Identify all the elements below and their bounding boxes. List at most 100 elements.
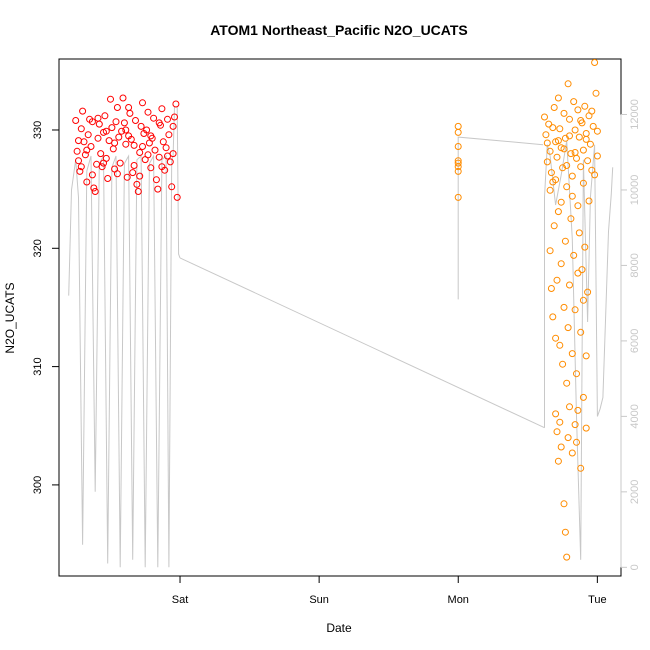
data-point: [557, 260, 565, 268]
data-point: [546, 147, 554, 155]
data-points-layer: [72, 59, 601, 561]
data-point: [579, 393, 587, 401]
data-point: [571, 421, 579, 429]
data-point: [125, 104, 133, 111]
x-axis: Sat Sun Mon Tue: [172, 575, 607, 606]
y-tick-label: 330: [32, 121, 44, 139]
data-point: [579, 146, 587, 154]
data-point: [129, 169, 137, 177]
data-point: [549, 313, 557, 321]
data-point: [98, 163, 106, 171]
data-point: [573, 370, 580, 378]
data-point: [574, 202, 582, 210]
data-point: [143, 126, 151, 134]
data-point: [563, 162, 571, 169]
data-point: [454, 163, 462, 171]
data-point: [546, 186, 554, 194]
data-point: [137, 122, 145, 130]
data-point: [102, 127, 110, 135]
y2-tick-label: 4000: [629, 404, 641, 428]
data-point: [559, 360, 567, 368]
data-point: [593, 127, 601, 135]
data-point: [550, 104, 558, 111]
x-tick-label: Mon: [448, 594, 469, 606]
data-point: [586, 140, 594, 148]
data-point: [577, 163, 585, 171]
altitude-line-layer: [68, 106, 614, 568]
y2-axis: 0 2000 4000 6000 8000 10000 12000: [620, 99, 641, 570]
data-point: [147, 164, 155, 172]
data-point: [563, 379, 571, 387]
y2-tick-label: 6000: [629, 329, 641, 353]
data-point: [574, 106, 582, 114]
y2-tick-label: 0: [629, 564, 641, 570]
data-point: [147, 132, 155, 140]
data-point: [575, 133, 583, 141]
data-point: [556, 341, 564, 349]
data-point: [111, 139, 119, 147]
data-point: [115, 133, 123, 141]
data-point: [116, 159, 124, 167]
data-point: [165, 131, 173, 139]
data-point: [130, 141, 138, 149]
data-point: [559, 164, 567, 172]
data-point: [107, 95, 114, 103]
data-point: [77, 163, 85, 171]
data-point: [579, 296, 587, 304]
data-point: [136, 149, 144, 156]
data-point: [582, 135, 590, 143]
data-point: [162, 144, 170, 152]
data-point: [554, 137, 562, 145]
data-point: [553, 428, 561, 436]
data-point: [75, 157, 82, 165]
data-point: [543, 158, 551, 166]
data-point: [571, 126, 579, 134]
data-point: [133, 180, 141, 188]
data-point: [88, 171, 96, 179]
x-tick-label: Sat: [172, 594, 189, 606]
data-point: [588, 107, 596, 115]
data-point: [454, 193, 462, 201]
data-point: [593, 152, 601, 160]
y2-tick-label: 10000: [629, 175, 641, 206]
data-point: [577, 117, 585, 124]
data-point: [113, 104, 121, 111]
data-point: [132, 117, 139, 124]
data-point: [144, 108, 152, 116]
y-tick-label: 300: [32, 476, 44, 494]
data-point: [150, 114, 158, 122]
data-point: [134, 188, 142, 195]
data-point: [543, 139, 551, 147]
data-point: [568, 350, 576, 358]
data-point: [560, 145, 568, 153]
data-point: [554, 208, 562, 216]
data-point: [139, 143, 146, 150]
data-point: [113, 170, 121, 178]
data-point: [553, 276, 561, 284]
data-point: [171, 113, 178, 121]
data-point: [561, 528, 569, 536]
data-point: [158, 105, 166, 113]
data-point: [546, 247, 554, 255]
data-point: [552, 410, 560, 418]
data-point: [554, 457, 562, 465]
data-point: [84, 131, 92, 139]
data-point: [578, 266, 586, 274]
y-tick-label: 310: [32, 357, 44, 375]
data-point: [136, 172, 144, 180]
data-point: [101, 112, 109, 120]
y2-tick-label: 12000: [629, 99, 641, 130]
data-point: [104, 175, 112, 182]
y2-tick-label: 2000: [629, 480, 641, 504]
y2-tick-label: 8000: [629, 253, 641, 277]
data-point: [88, 118, 96, 126]
data-point: [550, 222, 558, 230]
data-point: [72, 117, 80, 124]
data-point: [563, 183, 571, 191]
data-point: [560, 109, 568, 117]
data-point: [560, 500, 568, 508]
data-point: [566, 281, 573, 289]
data-point: [568, 192, 576, 200]
data-point: [158, 163, 166, 171]
